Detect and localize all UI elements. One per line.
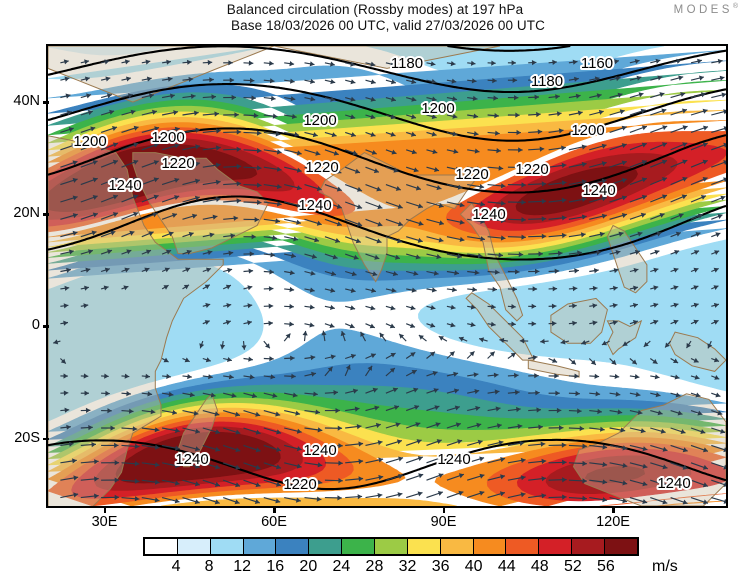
brand-text: MODES — [674, 4, 733, 16]
contour-label-1240: 1240 — [298, 197, 331, 214]
colorbar-tick-56: 56 — [586, 558, 626, 576]
x-axis-label-90E: 90E — [414, 514, 474, 530]
x-axis-label-30E: 30E — [75, 514, 135, 530]
colorbar-swatch-1 — [178, 539, 211, 554]
contour-label-1180: 1180 — [531, 73, 563, 90]
chart-title-block: Balanced circulation (Rossby modes) at 1… — [0, 2, 750, 34]
contour-label-1200: 1200 — [151, 129, 184, 146]
contour-label-1240: 1240 — [437, 451, 470, 468]
contour-label-1220: 1220 — [455, 166, 488, 183]
contour-label-1160: 1160 — [581, 55, 613, 72]
contour-label-1220: 1220 — [515, 161, 548, 178]
contour-label-1240: 1240 — [582, 182, 615, 199]
colorbar-swatch-5 — [309, 539, 342, 554]
brand-mark: ® — [733, 3, 738, 10]
contour-label-1220: 1220 — [305, 159, 338, 176]
colorbar-unit-label: m/s — [652, 558, 678, 576]
colorbar-swatch-6 — [342, 539, 375, 554]
colorbar-swatch-0 — [145, 539, 178, 554]
colorbar-swatch-13 — [572, 539, 605, 554]
colorbar-swatch-9 — [441, 539, 474, 554]
chart-canvas: 1180118011801180116011601200120012001200… — [48, 46, 726, 506]
contour-label-1240: 1240 — [472, 206, 505, 223]
colorbar-swatch-3 — [244, 539, 277, 554]
y-axis-tick — [43, 213, 49, 216]
contour-label-1200: 1200 — [303, 112, 336, 129]
y-axis-label-40N: 40N — [0, 93, 40, 109]
contour-label-1240: 1240 — [303, 442, 336, 459]
colorbar-swatches[interactable] — [143, 537, 639, 556]
contour-label-1240: 1240 — [657, 475, 690, 492]
y-axis-tick — [43, 438, 49, 441]
y-axis-label-0: 0 — [0, 317, 40, 333]
colorbar-swatch-11 — [506, 539, 539, 554]
y-axis-tick — [43, 325, 49, 328]
page-title: Balanced circulation (Rossby modes) at 1… — [0, 2, 750, 18]
x-axis-tick — [273, 507, 276, 513]
x-axis-tick — [104, 507, 107, 513]
contour-label-1180: 1180 — [391, 55, 423, 72]
colorbar-swatch-2 — [211, 539, 244, 554]
y-axis-label-20N: 20N — [0, 205, 40, 221]
x-axis-label-120E: 120E — [583, 514, 643, 530]
colorbar-swatch-7 — [375, 539, 408, 554]
colorbar-swatch-10 — [474, 539, 507, 554]
colorbar-swatch-14 — [605, 539, 637, 554]
x-axis-tick — [612, 507, 615, 513]
chart-subtitle: Base 18/03/2026 00 UTC, valid 27/03/2026… — [0, 18, 750, 34]
y-axis-tick — [43, 101, 49, 104]
x-axis-label-60E: 60E — [244, 514, 304, 530]
contour-label-1200: 1200 — [571, 122, 604, 139]
colorbar-swatch-8 — [408, 539, 441, 554]
contour-label-1240: 1240 — [175, 451, 208, 468]
y-axis-label-20S: 20S — [0, 430, 40, 446]
contour-label-1220: 1220 — [283, 476, 316, 493]
contour-label-1200: 1200 — [421, 100, 454, 117]
colorbar-swatch-12 — [539, 539, 572, 554]
contour-label-1240: 1240 — [108, 177, 141, 194]
contour-label-1220: 1220 — [161, 155, 194, 172]
colorbar-swatch-4 — [276, 539, 309, 554]
modes-logo: MODES® — [674, 3, 738, 16]
contour-label-1200: 1200 — [73, 133, 106, 150]
x-axis-tick — [443, 507, 446, 513]
